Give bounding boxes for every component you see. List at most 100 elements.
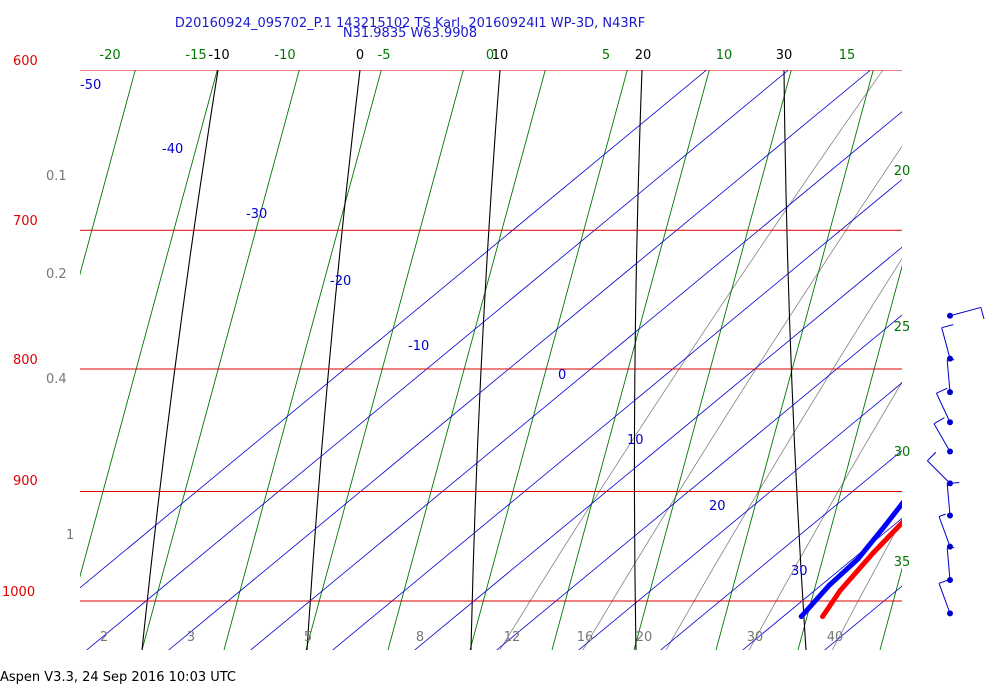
temperature-trace-point [820, 613, 826, 619]
dewpoint-trace-point [996, 386, 1000, 391]
isotherm-label: 10 [627, 433, 644, 448]
moist-adiabat-line [469, 70, 628, 650]
dewpoint-trace-point [930, 454, 935, 459]
bottom-axis-label: 16 [577, 630, 594, 645]
isobar-label: 800 [13, 353, 38, 368]
wind-barb-staff [941, 327, 951, 359]
wind-barb-staff [949, 306, 982, 317]
theta-e-right-label: 30 [894, 445, 911, 460]
bottom-axis-label: 2 [100, 630, 108, 645]
isotherm-line [578, 382, 902, 650]
dry-adiabat-line [906, 50, 1000, 668]
wind-barb-point [947, 312, 953, 319]
isotherm-label: -10 [408, 339, 429, 354]
moist-adiabat-line [633, 70, 792, 650]
isobar-label: 1000 [2, 585, 35, 600]
wind-barb-flag [927, 451, 937, 462]
moist-adiabat-line [305, 70, 464, 650]
dry-adiabat-line [990, 50, 1000, 668]
wind-barb-flag [941, 324, 954, 329]
isotherm-label: -30 [246, 207, 267, 222]
theta-e-label: -20 [99, 48, 120, 63]
theta-e-label: -15 [185, 48, 206, 63]
mixing-ratio-line [783, 70, 807, 650]
bottom-axis-label: 3 [187, 630, 195, 645]
dry-adiabat-line [748, 381, 902, 650]
mixing-ratio-label: 20 [635, 48, 652, 63]
bottom-axis-label: 40 [827, 630, 844, 645]
theta-e-right-label: 20 [894, 164, 911, 179]
theta-e-label: 10 [716, 48, 733, 63]
bottom-axis-label: 20 [636, 630, 653, 645]
moist-adiabat-line [715, 70, 874, 650]
wind-barb-staff [946, 360, 951, 393]
theta-e-right-label: 25 [894, 320, 911, 335]
theta-e-label: -5 [378, 48, 391, 63]
wind-barb-point [947, 448, 953, 455]
isotherm-line [86, 70, 789, 650]
mixing-ratio-line [633, 70, 643, 650]
moist-adiabat-line [141, 70, 300, 650]
chart-subtitle: N31.9835 W63.9908 [342, 26, 478, 41]
moist-adiabat-line [387, 70, 546, 650]
moist-adiabat-line [80, 70, 136, 276]
temperature-trace-point [960, 454, 965, 459]
mixing-ratio-label: -10 [208, 48, 229, 63]
isotherm-line [742, 517, 902, 650]
temperature-trace [820, 519, 902, 619]
wind-barb-flag [936, 387, 948, 394]
theta-e-label: 5 [602, 48, 610, 63]
isotherm-label: 20 [709, 499, 726, 514]
dewpoint-trace-point [826, 582, 832, 588]
dewpoint-trace-point [882, 523, 888, 529]
isotherm-line [414, 246, 902, 650]
wind-barb-flag [938, 513, 946, 517]
isotherm-line [250, 111, 902, 650]
height-label: 0.2 [46, 267, 67, 282]
wind-barb-point [947, 419, 953, 426]
theta-e-label: 15 [839, 48, 856, 63]
isotherm-line [80, 70, 707, 589]
moist-adiabat-line [797, 264, 902, 650]
isotherm-line [332, 178, 902, 650]
wind-barb-staff [938, 516, 951, 547]
height-label: 0.4 [46, 372, 67, 387]
moist-adiabat-line [80, 70, 218, 578]
mixing-ratio-label: 0 [356, 48, 364, 63]
dry-adiabat-line [831, 519, 902, 650]
wind-barb-point [947, 610, 953, 617]
moist-adiabat-line [551, 70, 710, 650]
wind-barb-flag [947, 359, 955, 361]
isotherm-line [168, 70, 871, 650]
wind-barb-staff [946, 483, 951, 516]
mixing-ratio-line [141, 70, 219, 650]
moist-adiabat-line [223, 70, 382, 650]
mixing-ratio-line [470, 70, 501, 650]
plot-area [80, 50, 1000, 668]
temperature-trace-point [935, 483, 940, 488]
wind-barb-flag [938, 578, 951, 584]
mixing-ratio-line [306, 70, 361, 650]
wind-barb-staff [946, 548, 951, 581]
theta-e-label: -10 [274, 48, 295, 63]
bottom-axis-label: 5 [304, 630, 312, 645]
wind-barb-staff [927, 460, 951, 484]
height-label: 0.1 [46, 169, 67, 184]
temperature-trace-point [837, 588, 843, 594]
wind-barb-flag [947, 547, 955, 549]
bottom-axis-label: 8 [416, 630, 424, 645]
dewpoint-trace-point [909, 489, 914, 494]
dewpoint-trace-point [855, 556, 861, 562]
temperature-trace-point [986, 423, 991, 428]
isotherm-label: 0 [558, 368, 566, 383]
dry-adiabat-line [665, 257, 902, 650]
theta-e-label: 0 [486, 48, 494, 63]
mixing-ratio-label: 30 [776, 48, 793, 63]
isotherm-label: -50 [80, 78, 101, 93]
dry-adiabat-line [582, 145, 902, 650]
isotherm-line [660, 450, 902, 650]
isobar-label: 700 [13, 214, 38, 229]
dewpoint-trace-point [798, 613, 804, 619]
isotherm-line [496, 314, 902, 650]
